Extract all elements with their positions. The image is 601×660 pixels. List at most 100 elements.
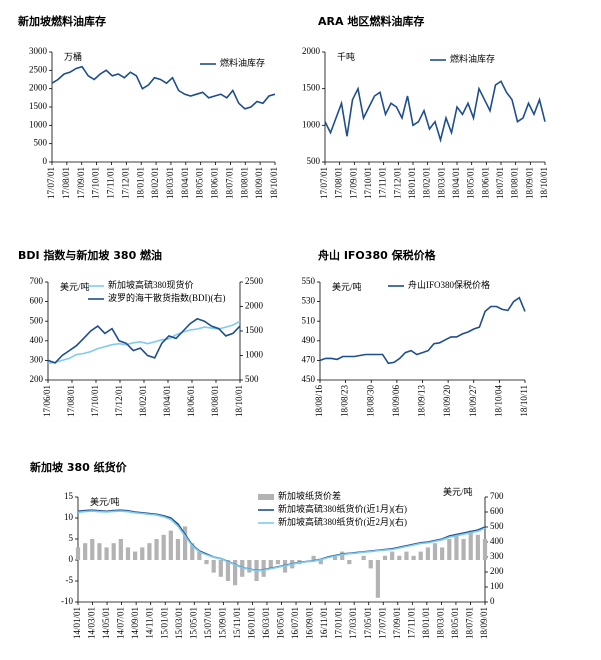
x-tick-label: 17/07/01 [377, 607, 387, 639]
legend-label: 燃料油库存 [450, 53, 495, 64]
x-tick-label: 18/08/16 [314, 385, 324, 418]
y-tick-label: 2000 [302, 46, 321, 56]
y-tick-label: 450 [302, 374, 316, 384]
legend-label: 舟山IFO380保税价格 [408, 279, 490, 290]
bar [461, 539, 466, 560]
x-tick-label: 16/05/01 [276, 607, 286, 639]
y-tick-label: 0 [43, 156, 48, 166]
y2-tick-label: 0 [490, 596, 495, 606]
legend-label: 波罗的海干散货指数(BDI)(右) [108, 292, 226, 303]
y-tick-label: -5 [66, 575, 74, 585]
y-tick-label: 490 [302, 335, 316, 345]
x-tick-label: 18/07/01 [465, 607, 475, 639]
bar [397, 555, 402, 560]
x-tick-label: 18/10/01 [234, 385, 244, 417]
x-tick-label: 18/04/01 [162, 385, 172, 417]
bar [311, 555, 316, 560]
bar [190, 543, 195, 560]
x-tick-label: 17/09/01 [392, 607, 402, 639]
legend-label: 新加坡纸货价差 [278, 490, 341, 501]
bar [275, 560, 281, 565]
series-line [51, 65, 276, 110]
y2-tick-label: 1500 [245, 325, 264, 335]
x-tick-label: 18/06/01 [480, 167, 490, 199]
legend-label: 燃料油库存 [220, 57, 265, 68]
x-tick-label: 18/09/01 [254, 167, 264, 199]
bar [197, 551, 202, 560]
x-tick-label: 18/09/27 [468, 385, 478, 418]
x-tick-label: 18/01/01 [421, 607, 431, 639]
x-tick-label: 17/10/01 [363, 167, 373, 199]
bar [104, 547, 109, 560]
x-tick-label: 17/03/01 [348, 607, 358, 639]
x-tick-label: 17/09/01 [76, 167, 86, 199]
x-tick-label: 18/02/01 [138, 385, 148, 417]
bar [125, 547, 131, 560]
legend-label: 新加坡高硫380纸货价(近1月)(右) [278, 503, 407, 514]
x-tick-label: 16/03/01 [261, 607, 271, 639]
series-line [47, 320, 241, 365]
y-tick-label: 3000 [29, 46, 48, 56]
series-line [319, 296, 526, 365]
x-tick-label: 18/05/01 [195, 167, 205, 199]
x-tick-label: 15/03/01 [174, 607, 184, 639]
x-tick-label: 17/11/01 [106, 167, 116, 199]
x-tick-label: 18/02/01 [422, 167, 432, 199]
bar [168, 530, 173, 560]
legend-label: 新加坡高硫380纸货价(近2月)(右) [278, 516, 407, 527]
y-tick-label: 200 [30, 374, 44, 384]
bar [432, 543, 438, 560]
x-tick-label: 14/07/01 [116, 607, 126, 639]
y-tick-label: 5 [69, 533, 74, 543]
x-tick-label: 18/06/01 [186, 385, 196, 417]
x-tick-label: 18/09/01 [479, 607, 489, 639]
bar [118, 539, 123, 560]
x-tick-label: 18/01/01 [407, 167, 417, 199]
x-tick-label: 14/11/01 [145, 607, 155, 639]
x-tick-label: 18/10/04 [493, 385, 503, 418]
x-tick-label: 18/08/01 [239, 167, 249, 199]
bar [454, 534, 459, 560]
bar [482, 539, 488, 560]
x-tick-label: 14/05/01 [101, 607, 111, 639]
x-tick-label: 17/12/01 [392, 167, 402, 199]
x-tick-label: 18/05/01 [450, 607, 460, 639]
bar [368, 560, 373, 569]
y-tick-label: 600 [30, 296, 44, 306]
bar [140, 547, 145, 560]
bar [440, 547, 445, 560]
x-tick-label: 18/07/01 [495, 167, 505, 199]
x-tick-label: 17/05/01 [363, 607, 373, 639]
y2-tick-label: 2500 [245, 276, 264, 286]
bar [447, 539, 452, 560]
bar [375, 560, 380, 598]
bar [218, 560, 223, 577]
y-tick-label: 1500 [29, 101, 48, 111]
y2-tick-label: 100 [490, 581, 504, 591]
x-tick-label: 15/11/01 [232, 607, 242, 639]
y2-tick-label: 500 [490, 521, 504, 531]
legend-label: 新加坡高硫380现货价 [108, 279, 194, 290]
bar [232, 560, 238, 586]
x-tick-label: 15/09/01 [217, 607, 227, 639]
bar [425, 547, 430, 560]
x-tick-label: 18/10/11 [519, 385, 529, 417]
y-tick-label: 700 [30, 276, 44, 286]
bar [411, 555, 416, 560]
y-tick-label: 500 [307, 156, 321, 166]
bar [247, 560, 252, 573]
series-line [47, 317, 241, 364]
x-tick-label: 17/10/01 [91, 167, 101, 199]
x-tick-label: 18/08/23 [340, 385, 350, 418]
x-tick-label: 18/09/13 [417, 385, 427, 418]
y-unit: 万桶 [64, 51, 82, 62]
bar [225, 560, 231, 581]
bar [183, 526, 188, 560]
bar [468, 530, 473, 560]
bar [211, 560, 216, 573]
y-tick-label: 400 [30, 335, 44, 345]
y2-tick-label: 600 [490, 506, 504, 516]
x-tick-label: 18/04/01 [180, 167, 190, 199]
y-tick-label: 1000 [29, 119, 48, 129]
x-tick-label: 14/03/01 [87, 607, 97, 639]
